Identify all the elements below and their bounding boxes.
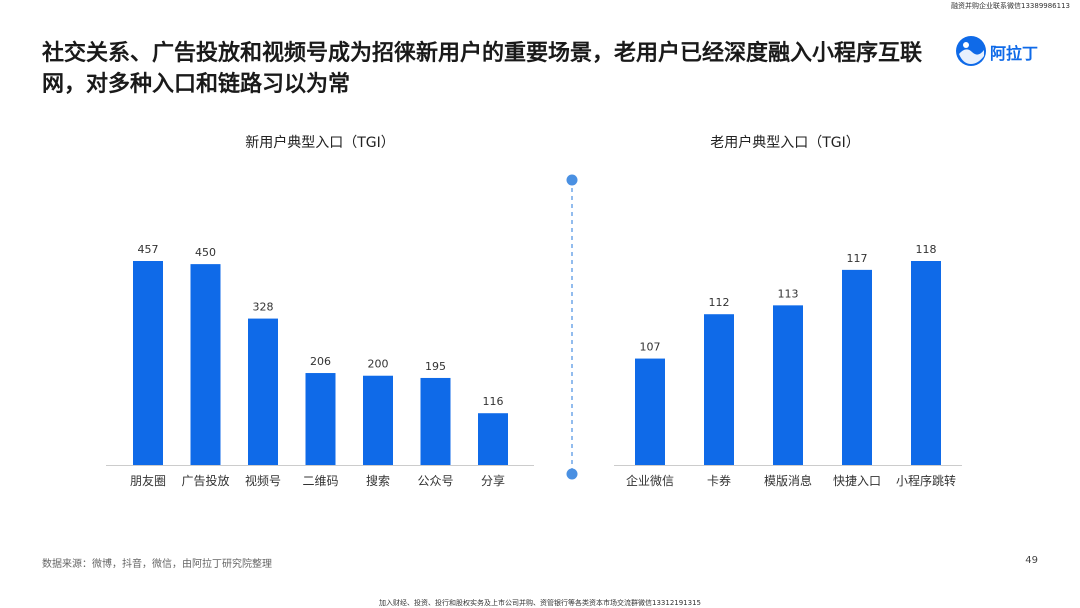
old-user-category-label: 小程序跳转 — [896, 473, 956, 488]
new-user-value-label: 206 — [310, 355, 331, 368]
old-user-category-label: 卡券 — [707, 473, 731, 488]
new-user-chart-title: 新用户典型入口（TGI） — [245, 135, 395, 151]
old-user-bar — [704, 314, 734, 465]
top-contact-note: 融资并购企业联系微信13389986113 — [951, 2, 1070, 10]
new-user-bar — [478, 413, 508, 465]
new-user-category-label: 广告投放 — [181, 473, 229, 488]
new-user-value-label: 450 — [195, 246, 216, 259]
old-user-chart-title: 老用户典型入口（TGI） — [710, 135, 860, 151]
new-user-category-label: 搜索 — [366, 473, 390, 488]
old-user-category-label: 快捷入口 — [833, 474, 881, 488]
old-user-value-label: 113 — [778, 287, 799, 300]
new-user-value-label: 195 — [425, 360, 446, 373]
divider-top-dot — [566, 174, 578, 186]
old-user-category-label: 企业微信 — [626, 473, 674, 488]
new-user-category-label: 二维码 — [302, 474, 338, 488]
old-user-value-label: 118 — [916, 243, 937, 256]
logo-text: 阿拉丁 — [990, 44, 1039, 63]
old-user-bar — [635, 358, 665, 465]
old-user-category-label: 模版消息 — [764, 473, 812, 488]
data-source-note: 数据来源：微博，抖音，微信，由阿拉丁研究院整理 — [42, 559, 272, 570]
new-user-value-label: 116 — [483, 395, 504, 408]
new-user-category-label: 公众号 — [417, 474, 453, 488]
old-user-value-label: 117 — [847, 252, 868, 265]
brand-logo: 阿拉丁 — [954, 34, 1054, 70]
old-user-value-label: 107 — [640, 341, 661, 354]
old-user-value-label: 112 — [709, 296, 730, 309]
old-user-bar — [911, 261, 941, 465]
divider-bottom-dot — [566, 468, 578, 480]
new-user-bar — [133, 261, 163, 465]
new-user-bar — [363, 375, 393, 465]
new-user-category-label: 视频号 — [245, 473, 281, 488]
bottom-contact-note: 加入财经、投资、投行和股权实务及上市公司并购、资管银行等各类资本市场交流群微信1… — [379, 599, 701, 607]
new-user-bar — [305, 373, 336, 465]
new-user-value-label: 328 — [253, 301, 274, 314]
new-user-bar — [420, 377, 451, 465]
new-user-bar — [248, 318, 278, 465]
page-number: 49 — [1025, 555, 1038, 566]
page-title: 社交关系、广告投放和视频号成为招徕新用户的重要场景，老用户已经深度融入小程序互联… — [42, 41, 923, 97]
new-user-category-label: 朋友圈 — [130, 474, 166, 488]
new-user-category-label: 分享 — [481, 473, 505, 488]
new-user-value-label: 200 — [368, 358, 389, 371]
logo-mark-icon — [956, 36, 986, 66]
new-user-bar — [190, 264, 221, 465]
old-user-bar — [773, 305, 803, 465]
old-user-bar — [842, 269, 872, 465]
new-user-value-label: 457 — [138, 243, 159, 256]
